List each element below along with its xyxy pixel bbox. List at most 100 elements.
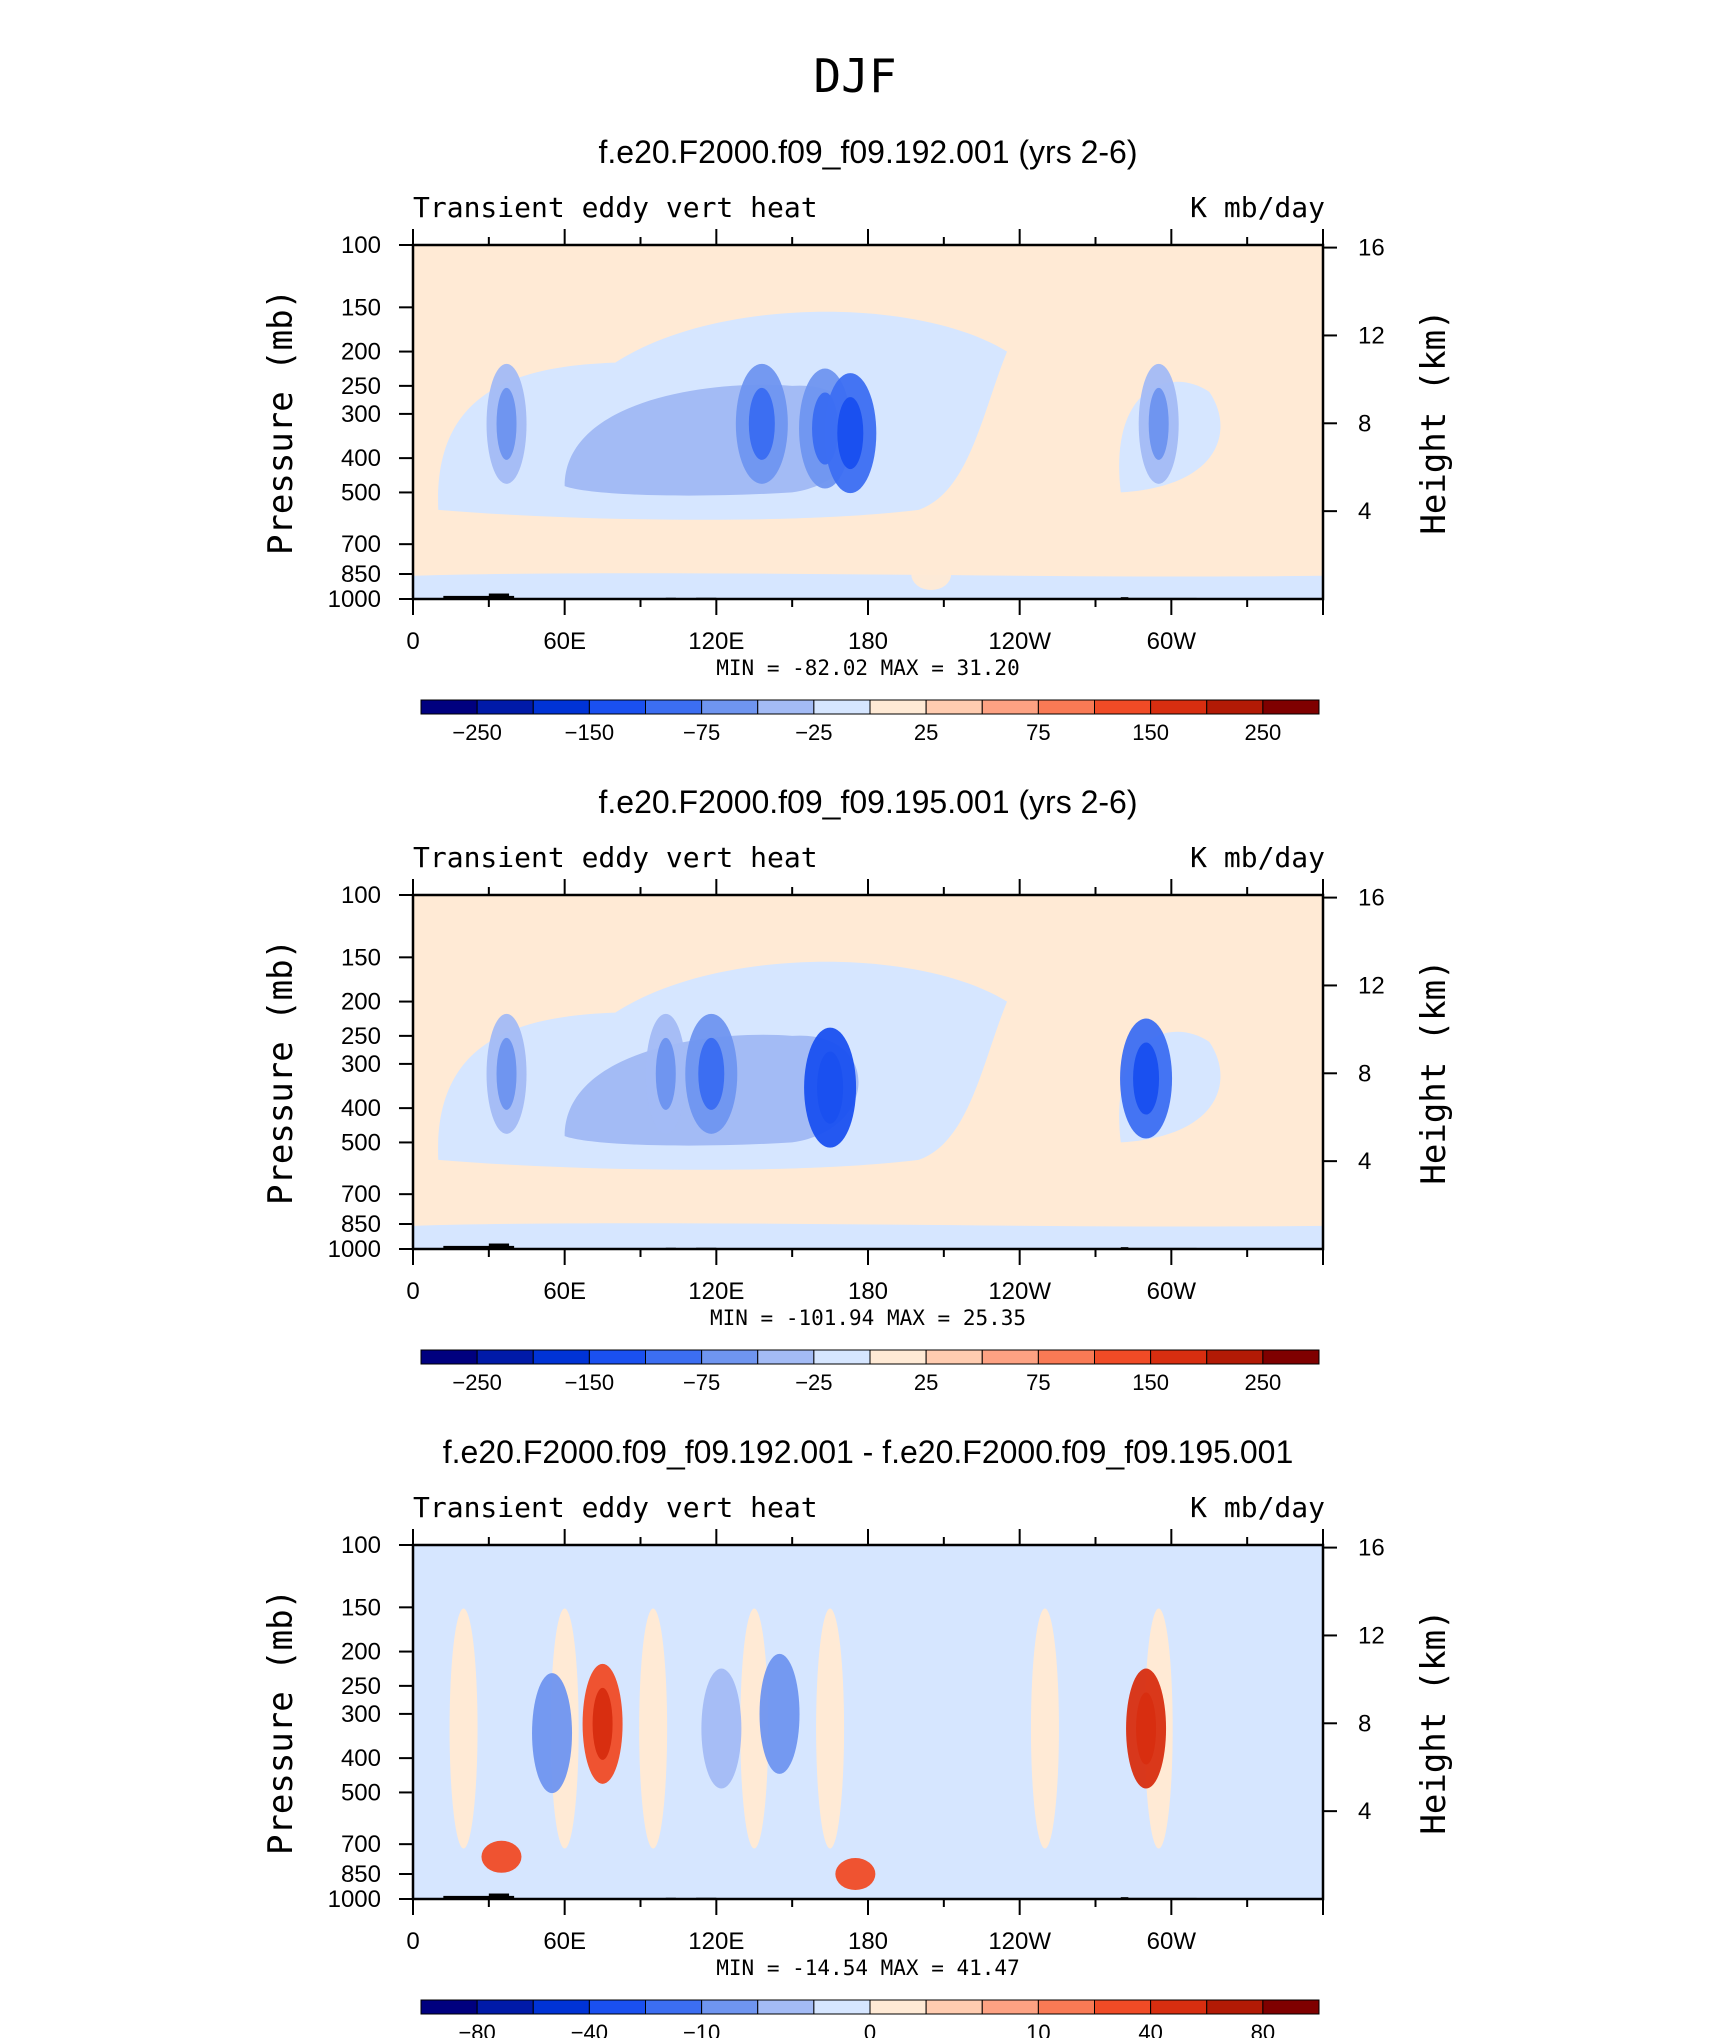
min-value: -14.54 — [792, 1956, 881, 1980]
colorbar-label: −25 — [795, 1370, 832, 1395]
colorbar-swatch — [757, 1999, 815, 2015]
colorbar-label: −10 — [683, 2020, 720, 2038]
colorbar-swatch — [1206, 699, 1264, 715]
colorbar-swatch — [869, 1349, 927, 1365]
contour-field — [413, 245, 1323, 599]
panel-title: f.e20.F2000.f09_f09.192.001 (yrs 2-6) — [598, 134, 1137, 170]
y-tick-label: 300 — [341, 1701, 381, 1728]
y-tick-label: 400 — [341, 1095, 381, 1122]
colorbar-label: 40 — [1138, 2020, 1162, 2038]
colorbar-swatch — [925, 1999, 983, 2015]
y-right-tick-label: 16 — [1358, 885, 1385, 912]
colorbar-swatch — [532, 1349, 590, 1365]
max-label: MAX = — [887, 1306, 963, 1330]
y-tick-label: 500 — [341, 479, 381, 506]
colorbar-swatch — [1094, 1349, 1152, 1365]
colorbar-swatch — [925, 1349, 983, 1365]
y-tick-label: 400 — [341, 1745, 381, 1772]
colorbar-label: 150 — [1132, 1370, 1169, 1395]
topography — [488, 1243, 510, 1248]
topography — [443, 1895, 515, 1899]
colorbar-label: −150 — [565, 720, 615, 745]
subtitle-right: K mb/day — [1190, 841, 1325, 874]
x-tick-label: 60E — [543, 1928, 586, 1955]
y-tick-label: 100 — [341, 882, 381, 909]
colorbar-label: −75 — [683, 720, 720, 745]
colorbar-swatch — [420, 1349, 478, 1365]
x-tick-label: 0 — [406, 628, 419, 655]
contour-feature — [532, 1673, 573, 1794]
y-tick-label: 100 — [341, 232, 381, 259]
x-tick-label: 120E — [688, 628, 744, 655]
y-tick-label: 150 — [341, 294, 381, 321]
y-right-tick-label: 4 — [1358, 498, 1371, 525]
x-tick-label: 120W — [988, 1928, 1051, 1955]
y-tick-label: 1000 — [328, 586, 381, 613]
page-title: DJF — [813, 49, 896, 103]
y-tick-label: 250 — [341, 1673, 381, 1700]
colorbar-swatch — [813, 1349, 871, 1365]
colorbar-swatch — [869, 1999, 927, 2015]
y-tick-label: 300 — [341, 401, 381, 428]
y-right-tick-label: 16 — [1358, 1535, 1385, 1562]
y-right-tick-label: 8 — [1358, 410, 1371, 437]
x-tick-label: 60W — [1147, 1928, 1197, 1955]
colorbar-swatch — [1262, 1349, 1320, 1365]
min-max-readout: MIN = -14.54 MAX = 41.47 — [716, 1956, 1019, 1980]
subtitle-left: Transient eddy vert heat — [413, 841, 818, 874]
colorbar-label: −250 — [452, 720, 502, 745]
contour-band — [929, 1608, 958, 1849]
y-right-tick-label: 12 — [1358, 1622, 1385, 1649]
colorbar-label: −80 — [458, 2020, 495, 2038]
colorbar-swatch — [588, 1349, 646, 1365]
panel-title: f.e20.F2000.f09_f09.195.001 (yrs 2-6) — [598, 784, 1137, 820]
contour-band — [1207, 1608, 1236, 1849]
y-tick-label: 200 — [341, 1639, 381, 1666]
y-axis-label: Pressure (mb) — [261, 289, 301, 555]
contour-feature-core — [496, 387, 517, 460]
contour-feature — [701, 1668, 742, 1789]
colorbar-label: −40 — [571, 2020, 608, 2038]
y-tick-label: 850 — [341, 1211, 381, 1238]
y-right-tick-label: 12 — [1358, 322, 1385, 349]
contour-band — [1030, 1608, 1059, 1849]
colorbar-swatch — [981, 1349, 1039, 1365]
topography — [488, 593, 510, 598]
contour-feature — [911, 558, 952, 591]
colorbar-swatch — [1037, 1999, 1095, 2015]
colorbar-swatch — [757, 699, 815, 715]
chart-panel-1: f.e20.F2000.f09_f09.192.001 (yrs 2-6) Tra… — [261, 134, 1454, 745]
min-value: -82.02 — [792, 656, 881, 680]
y-right-tick-label: 4 — [1358, 1798, 1371, 1825]
subtitle-right: K mb/day — [1190, 191, 1325, 224]
x-tick-label: 0 — [406, 1278, 419, 1305]
y-tick-label: 200 — [341, 339, 381, 366]
y-tick-label: 150 — [341, 944, 381, 971]
colorbar-label: 75 — [1026, 1370, 1050, 1395]
min-max-readout: MIN = -82.02 MAX = 31.20 — [716, 656, 1019, 680]
x-tick-label: 0 — [406, 1928, 419, 1955]
x-tick-label: 120W — [988, 628, 1051, 655]
colorbar-label: −75 — [683, 1370, 720, 1395]
colorbar-swatch — [1262, 699, 1320, 715]
chart-panel-3: f.e20.F2000.f09_f09.192.001 - f.e20.F200… — [261, 1434, 1454, 2038]
colorbar-label: 80 — [1251, 2020, 1275, 2038]
contour-feature-core — [1133, 1042, 1160, 1115]
colorbar-swatch — [1206, 1999, 1264, 2015]
y-tick-label: 500 — [341, 1779, 381, 1806]
contour-feature-core — [837, 397, 864, 470]
min-label: MIN = — [710, 1306, 786, 1330]
min-label: MIN = — [716, 656, 792, 680]
min-label: MIN = — [716, 1956, 792, 1980]
contour-band — [816, 1608, 845, 1849]
contour-feature-core — [817, 1051, 844, 1124]
contour-feature-core — [698, 1037, 725, 1110]
colorbar-swatch — [813, 1999, 871, 2015]
x-tick-label: 120E — [688, 1278, 744, 1305]
contour-feature-core — [655, 1037, 676, 1110]
max-value: 31.20 — [957, 656, 1020, 680]
contour-feature-core — [748, 387, 775, 460]
colorbar-label: 250 — [1245, 1370, 1282, 1395]
colorbar-swatch — [981, 1999, 1039, 2015]
subtitle-left: Transient eddy vert heat — [413, 191, 818, 224]
